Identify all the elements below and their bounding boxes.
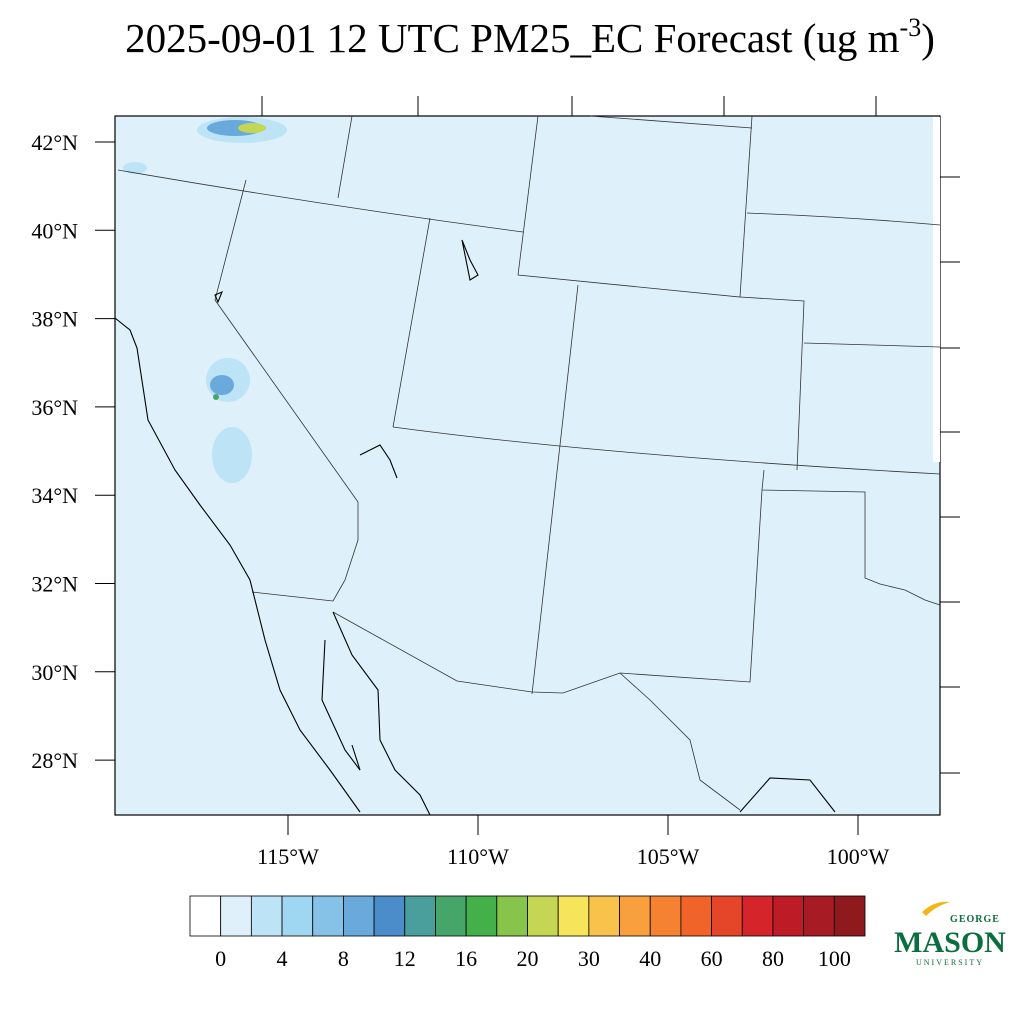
colorbar-box: [281, 895, 314, 937]
lon-label: 105°W: [637, 844, 700, 869]
lon-label: 115°W: [257, 844, 319, 869]
logo-bottom: UNIVERSITY: [916, 958, 984, 967]
map: [114, 115, 941, 816]
colorbar-box: [772, 895, 805, 937]
colorbar-label: 60: [701, 946, 723, 971]
colorbar-box: [373, 895, 406, 937]
logo: GEORGE MASON UNIVERSITY: [894, 901, 1006, 967]
lat-label: 34°N: [31, 483, 78, 508]
title-superscript: -3: [900, 13, 922, 42]
colorbar-box: [833, 895, 866, 937]
lat-label: 38°N: [31, 307, 78, 332]
colorbar-label: 20: [517, 946, 539, 971]
colorbar-label: 0: [215, 946, 226, 971]
colorbar-label: 40: [639, 946, 661, 971]
colorbar-box: [803, 895, 835, 937]
colorbar-box: [496, 895, 528, 937]
colorbar-label: 30: [578, 946, 600, 971]
coastline: [114, 239, 836, 816]
colorbar-label: 16: [455, 946, 477, 971]
colorbar-box: [250, 895, 283, 937]
colorbar-label: 8: [338, 946, 349, 971]
colorbar-box: [404, 895, 436, 937]
colorbar-box: [465, 895, 498, 937]
colorbar-box: [557, 895, 590, 937]
colorbar-box: [220, 895, 252, 937]
logo-top: GEORGE: [950, 914, 1000, 925]
colorbar-box: [527, 895, 559, 937]
lon-label: 110°W: [447, 844, 509, 869]
colorbar-box: [741, 895, 774, 937]
lat-label: 36°N: [31, 395, 78, 420]
borders: [117, 115, 941, 811]
title-main: 2025-09-01 12 UTC PM25_EC Forecast (ug m: [125, 15, 900, 61]
colorbar-box: [435, 895, 467, 937]
colorbar-box: [680, 895, 712, 937]
title-close: ): [921, 15, 935, 61]
colorbar-box: [619, 895, 651, 937]
logo-main: MASON: [894, 926, 1006, 959]
colorbar: 0 4 8 12 16 20 30 40 60 80 100: [189, 895, 866, 971]
lat-label: 32°N: [31, 572, 78, 597]
colorbar-box: [649, 895, 682, 937]
lat-label: 40°N: [31, 218, 78, 243]
colorbar-box: [189, 895, 222, 937]
axes: 42°N 40°N 38°N 36°N 34°N 32°N 30°N 28°N 115°W 110…: [31, 96, 960, 869]
lat-label: 28°N: [31, 748, 78, 773]
colorbar-label: 4: [277, 946, 288, 971]
lon-label: 100°W: [827, 844, 890, 869]
colorbar-label: 12: [394, 946, 416, 971]
colorbar-box: [312, 895, 344, 937]
plumes: [123, 117, 287, 483]
title: 2025-09-01 12 UTC PM25_EC Forecast (ug m…: [125, 13, 935, 61]
colorbar-box: [711, 895, 743, 937]
colorbar-label: 80: [762, 946, 784, 971]
lat-label: 42°N: [31, 130, 78, 155]
colorbar-label: 100: [818, 946, 851, 971]
map-edge: [933, 117, 940, 462]
colorbar-box: [343, 895, 375, 937]
lat-label: 30°N: [31, 660, 78, 685]
colorbar-box: [588, 895, 620, 937]
